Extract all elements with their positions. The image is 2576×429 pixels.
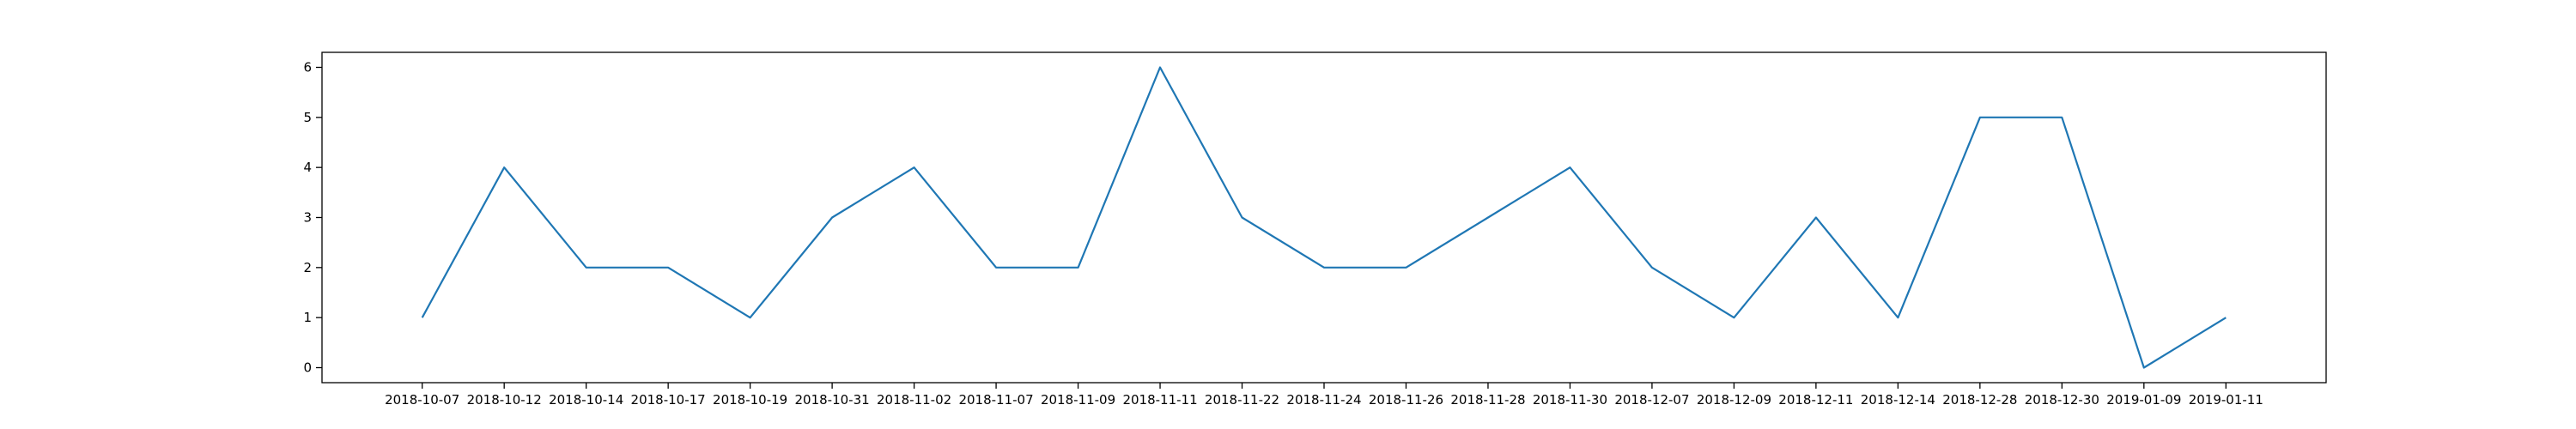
x-tick-label: 2018-10-07 xyxy=(385,392,459,408)
x-tick-label: 2018-12-14 xyxy=(1861,392,1935,408)
series-line xyxy=(421,66,2227,369)
x-tick-label: 2019-01-11 xyxy=(2189,392,2263,408)
x-axis: 2018-10-07 2018-10-12 2018-10-14 2018-10-17… xyxy=(385,383,2263,408)
y-axis: 0 1 2 3 4 5 6 xyxy=(303,60,322,376)
x-tick-label: 2018-12-09 xyxy=(1697,392,1771,408)
y-tick-label: 2 xyxy=(303,260,312,275)
x-tick-label: 2018-11-09 xyxy=(1041,392,1115,408)
x-tick-label: 2018-11-26 xyxy=(1369,392,1443,408)
x-tick-label: 2018-12-11 xyxy=(1778,392,1853,408)
x-tick-label: 2018-11-02 xyxy=(877,392,951,408)
x-tick-label: 2018-11-28 xyxy=(1450,392,1525,408)
x-tick-label: 2018-11-22 xyxy=(1205,392,1279,408)
plot-frame xyxy=(321,51,2327,384)
data-points xyxy=(422,67,2227,368)
y-tick-label: 6 xyxy=(303,60,312,76)
x-tick-label: 2018-11-11 xyxy=(1122,392,1197,408)
y-tick-label: 3 xyxy=(303,210,312,226)
x-tick-label: 2018-10-14 xyxy=(549,392,623,408)
y-tick-label: 1 xyxy=(303,310,312,325)
y-tick-label: 5 xyxy=(303,110,312,125)
x-tick-label: 2019-01-09 xyxy=(2106,392,2181,408)
y-tick-label: 4 xyxy=(303,160,312,175)
x-tick-label: 2018-11-30 xyxy=(1533,392,1607,408)
x-tick-label: 2018-10-19 xyxy=(713,392,787,408)
x-tick-label: 2018-10-31 xyxy=(795,392,870,408)
y-tick-label: 0 xyxy=(303,360,312,376)
x-tick-label: 2018-12-07 xyxy=(1614,392,1689,408)
x-tick-label: 2018-12-28 xyxy=(1942,392,2017,408)
x-tick-label: 2018-10-12 xyxy=(467,392,542,408)
x-tick-label: 2018-12-30 xyxy=(2025,392,2099,408)
x-tick-label: 2018-11-24 xyxy=(1286,392,1361,408)
x-tick-label: 2018-10-17 xyxy=(631,392,706,408)
x-tick-label: 2018-11-07 xyxy=(958,392,1033,408)
